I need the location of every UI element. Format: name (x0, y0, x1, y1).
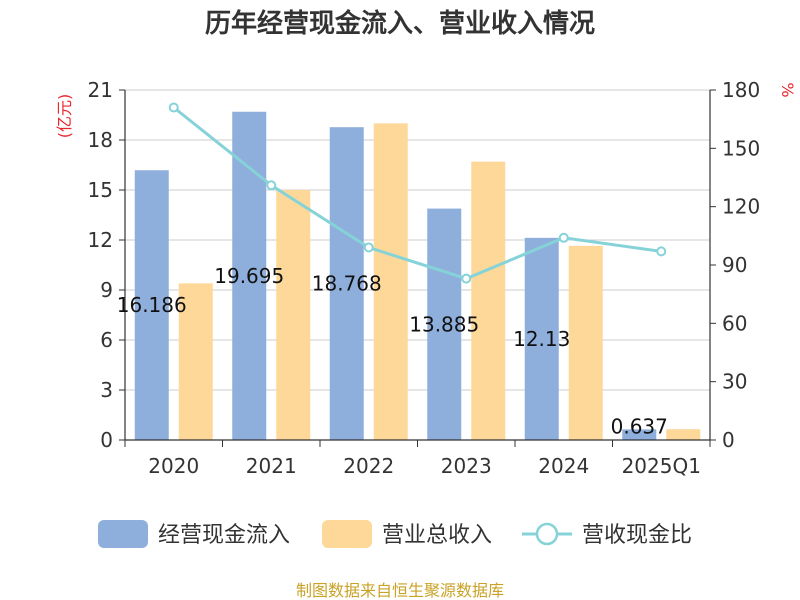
left-axis-tick-label: 0 (100, 428, 113, 452)
chart-title: 历年经营现金流入、营业收入情况 (205, 8, 595, 39)
line-point (656, 246, 667, 257)
bar-revenue (276, 190, 311, 440)
right-axis-tick-label: 120 (722, 195, 760, 219)
legend-label: 经营现金流入 (158, 523, 290, 548)
legend-marker-ratio (535, 522, 559, 546)
data-label: 19.695 (214, 264, 284, 288)
x-axis-tick-label: 2020 (148, 454, 199, 478)
left-axis-tick-label: 3 (100, 378, 113, 402)
data-source-note: 制图数据来自恒生聚源数据库 (296, 581, 504, 600)
legend-swatch-cash-inflow (98, 520, 148, 548)
bar-cash-inflow (622, 429, 657, 440)
left-axis-tick-label: 12 (88, 228, 113, 252)
x-axis-tick-label: 2022 (343, 454, 394, 478)
data-label: 16.186 (117, 293, 187, 317)
right-axis-tick-label: 90 (722, 253, 747, 277)
bar-cash-inflow (134, 170, 169, 440)
data-label: 0.637 (611, 414, 668, 438)
line-point (461, 273, 472, 284)
line-ratio (172, 106, 662, 281)
right-axis-tick-label: 0 (722, 428, 735, 452)
right-axis-tick-label: 150 (722, 136, 760, 160)
line-point (558, 232, 569, 243)
data-label: 13.885 (409, 312, 479, 336)
x-axis-tick-label: 2025Q1 (622, 454, 701, 478)
data-label: 18.768 (312, 272, 382, 296)
left-axis-tick-label: 18 (88, 128, 113, 152)
bar-revenue (568, 245, 603, 440)
right-axis-tick-label: 180 (722, 78, 760, 102)
left-axis-tick-label: 9 (100, 278, 113, 302)
legend-label: 营业总收入 (382, 523, 492, 548)
line-point (363, 242, 374, 253)
x-axis-tick-label: 2024 (538, 454, 589, 478)
right-axis-tick-label: 60 (722, 311, 747, 335)
bar-revenue (666, 429, 701, 440)
left-axis-tick-label: 15 (88, 178, 113, 202)
right-axis-unit: % (778, 82, 797, 97)
left-axis-tick-label: 6 (100, 328, 113, 352)
line-point (266, 180, 277, 191)
bar-revenue (471, 161, 506, 440)
bar-revenue (373, 123, 408, 440)
bar-cash-inflow (427, 208, 462, 440)
line-point (168, 102, 179, 113)
data-label: 12.13 (513, 327, 570, 351)
x-axis-tick-label: 2023 (441, 454, 492, 478)
x-axis-tick-label: 2021 (246, 454, 297, 478)
bar-cash-inflow (524, 237, 559, 440)
left-axis-unit: (亿元) (55, 94, 74, 139)
bar-cash-inflow (329, 127, 364, 440)
legend-swatch-revenue (322, 520, 372, 548)
legend-label: 营收现金比 (582, 523, 692, 548)
left-axis-tick-label: 21 (88, 78, 113, 102)
right-axis-tick-label: 30 (722, 370, 747, 394)
bar-revenue (178, 283, 213, 440)
